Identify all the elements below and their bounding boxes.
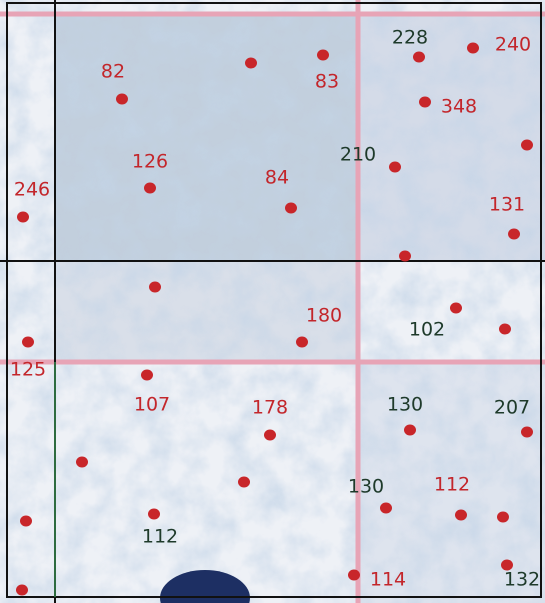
dot bbox=[521, 140, 533, 151]
plot-label: 132 bbox=[504, 569, 540, 591]
dot bbox=[499, 324, 511, 335]
dot bbox=[245, 58, 257, 69]
dot bbox=[16, 585, 28, 596]
plot-label: 82 bbox=[101, 61, 125, 83]
map: 82 83 228 240 348 126 210 84 246 131 180 102 125 107 1… bbox=[0, 0, 545, 603]
dot bbox=[419, 97, 431, 108]
dot bbox=[389, 162, 401, 173]
dot bbox=[450, 303, 462, 314]
dot bbox=[404, 425, 416, 436]
plot-label: 246 bbox=[14, 179, 50, 201]
dot bbox=[285, 203, 297, 214]
dot bbox=[380, 503, 392, 514]
plot-label: 348 bbox=[441, 96, 477, 118]
dot bbox=[76, 457, 88, 468]
dot bbox=[296, 337, 308, 348]
plot-label: 131 bbox=[489, 194, 525, 216]
plot-label: 112 bbox=[434, 474, 470, 496]
plot-label: 83 bbox=[315, 71, 339, 93]
dot bbox=[467, 43, 479, 54]
plot-label: 178 bbox=[252, 397, 288, 419]
dot bbox=[116, 94, 128, 105]
plot-label: 180 bbox=[306, 305, 342, 327]
dot bbox=[148, 509, 160, 520]
dot bbox=[20, 516, 32, 527]
dot bbox=[399, 251, 411, 262]
plot-label: 114 bbox=[370, 569, 406, 591]
plot-label: 130 bbox=[387, 394, 423, 416]
dot bbox=[17, 212, 29, 223]
plot-label: 125 bbox=[10, 359, 46, 381]
dot bbox=[455, 510, 467, 521]
dot bbox=[348, 570, 360, 581]
dot bbox=[508, 229, 520, 240]
plot-label: 207 bbox=[494, 397, 530, 419]
dot bbox=[144, 183, 156, 194]
dot bbox=[149, 282, 161, 293]
plot-label: 102 bbox=[409, 319, 445, 341]
dot bbox=[497, 512, 509, 523]
dot bbox=[521, 427, 533, 438]
plot-label: 84 bbox=[265, 167, 289, 189]
plot-label: 130 bbox=[348, 476, 384, 498]
plot-label: 228 bbox=[392, 27, 428, 49]
plot-label: 240 bbox=[495, 34, 531, 56]
plot-label: 107 bbox=[134, 394, 170, 416]
plot-label: 112 bbox=[142, 526, 178, 548]
dot bbox=[413, 52, 425, 63]
dot bbox=[141, 370, 153, 381]
plot-label: 210 bbox=[340, 144, 376, 166]
dot bbox=[238, 477, 250, 488]
dot bbox=[264, 430, 276, 441]
dot bbox=[22, 337, 34, 348]
dot bbox=[317, 50, 329, 61]
plot-label: 126 bbox=[132, 151, 168, 173]
